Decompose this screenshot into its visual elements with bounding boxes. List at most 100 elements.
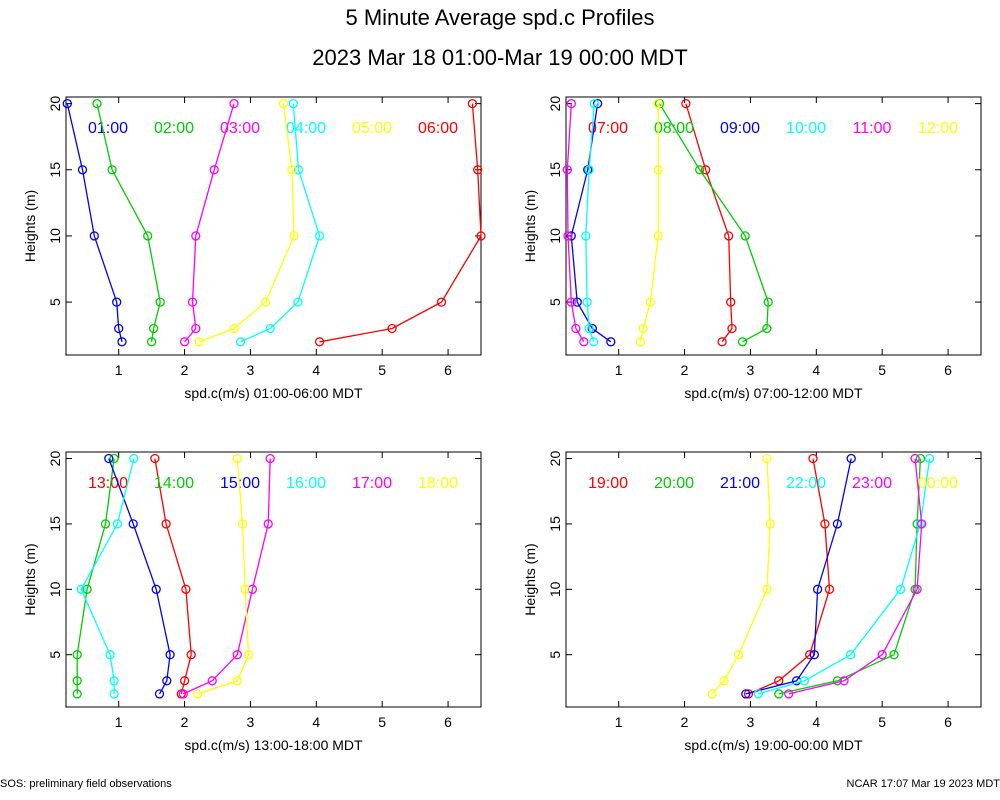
x-tick-label: 3: [747, 714, 755, 730]
data-point: [314, 337, 325, 347]
series-line-1300: [154, 458, 192, 695]
data-point: [92, 98, 102, 109]
data-point: [839, 676, 849, 686]
x-tick-label: 2: [181, 362, 189, 378]
series-line-2000: [778, 458, 922, 695]
series-line-0700: [685, 103, 733, 343]
data-point: [762, 584, 772, 594]
data-point: [566, 98, 576, 109]
x-tick-label: 2: [681, 362, 689, 378]
legend-label: 10:00: [786, 120, 826, 137]
data-point: [572, 297, 582, 307]
data-point: [743, 689, 754, 699]
legend-label: 21:00: [720, 475, 760, 492]
data-point: [587, 323, 597, 334]
data-point: [287, 165, 297, 175]
data-point: [589, 98, 599, 109]
x-axis-label: spd.c(m/s) 01:00-06:00 MDT: [184, 385, 363, 401]
legend-label: 18:00: [418, 475, 458, 492]
data-point: [82, 584, 92, 594]
data-point: [701, 165, 711, 175]
data-point: [824, 584, 835, 594]
series-line-1200: [639, 103, 659, 342]
legend-label: 16:00: [286, 475, 326, 492]
x-tick-label: 1: [115, 714, 123, 730]
data-point: [581, 231, 591, 241]
data-point: [265, 453, 275, 464]
data-point: [924, 453, 935, 464]
data-point: [143, 231, 153, 241]
data-point: [653, 165, 663, 175]
legend-label: 03:00: [220, 120, 260, 137]
data-point: [740, 231, 750, 241]
data-point: [293, 165, 304, 175]
data-point: [104, 453, 114, 464]
data-point: [232, 676, 242, 686]
y-tick-label: 10: [47, 228, 63, 244]
y-tick-label: 20: [547, 451, 563, 467]
legend-label: 17:00: [352, 475, 392, 492]
data-point: [845, 650, 856, 660]
legend-label: 14:00: [154, 475, 194, 492]
legend-label: 07:00: [588, 120, 628, 137]
y-tick-label: 15: [47, 162, 63, 178]
series-line-1000: [585, 103, 595, 343]
data-point: [727, 323, 737, 334]
data-point: [733, 650, 744, 660]
legend-label: 00:00: [918, 475, 958, 492]
data-point: [148, 323, 159, 334]
data-point: [753, 689, 763, 699]
x-tick-label: 5: [878, 362, 886, 378]
data-point: [288, 98, 298, 109]
y-axis-label: Heights (m): [522, 190, 538, 262]
data-point: [584, 323, 594, 334]
data-point: [194, 337, 204, 347]
data-point: [473, 165, 483, 175]
data-point: [229, 98, 239, 109]
data-point: [877, 650, 887, 660]
data-point: [774, 689, 784, 699]
data-point: [150, 453, 160, 464]
data-point: [112, 297, 122, 307]
y-axis-label: Heights (m): [22, 543, 38, 615]
data-point: [128, 519, 138, 529]
data-point: [910, 453, 920, 464]
data-point: [820, 519, 830, 529]
series-line-0200: [96, 103, 161, 342]
legend-label: 23:00: [852, 475, 892, 492]
data-point: [582, 297, 592, 307]
x-tick-label: 4: [812, 362, 820, 378]
x-tick-label: 3: [247, 714, 255, 730]
data-point: [107, 165, 117, 175]
legend-label: 08:00: [654, 120, 694, 137]
data-point: [193, 689, 203, 699]
y-tick-label: 10: [47, 581, 63, 597]
legend-label: 11:00: [853, 120, 892, 137]
data-point: [638, 323, 648, 334]
x-tick-label: 2: [181, 714, 189, 730]
data-point: [117, 337, 127, 347]
data-point: [589, 337, 599, 347]
data-point: [62, 98, 72, 109]
series-line-1900: [748, 458, 831, 695]
x-tick-label: 3: [247, 362, 255, 378]
data-point: [154, 689, 165, 699]
data-point: [129, 453, 139, 464]
y-tick-label: 10: [547, 581, 563, 597]
legend-label: 05:00: [352, 120, 392, 137]
data-point: [762, 323, 772, 334]
data-point: [187, 297, 198, 307]
data-point: [707, 689, 717, 699]
legend-label: 19:00: [588, 475, 628, 492]
data-point: [846, 453, 856, 464]
series-line-1600: [80, 458, 135, 694]
y-tick-label: 5: [47, 651, 63, 659]
plot-frame: [565, 96, 982, 356]
data-point: [207, 676, 217, 686]
plot-frame: [565, 451, 982, 708]
data-point: [146, 337, 157, 347]
y-tick-label: 5: [547, 298, 563, 306]
x-tick-label: 1: [115, 362, 123, 378]
data-point: [72, 689, 82, 699]
data-point: [915, 453, 926, 464]
